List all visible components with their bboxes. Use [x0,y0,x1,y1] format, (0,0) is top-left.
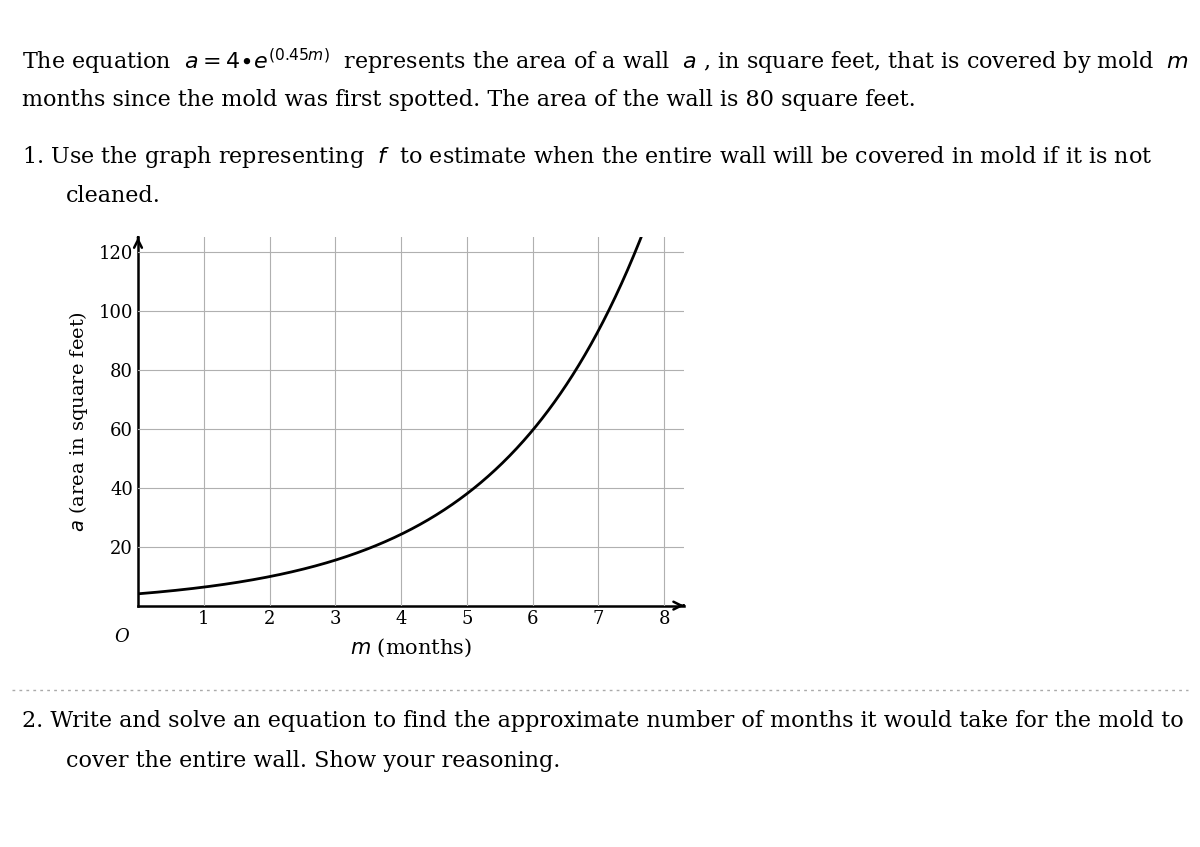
Text: O: O [114,628,128,645]
Text: months since the mold was first spotted. The area of the wall is 80 square feet.: months since the mold was first spotted.… [22,89,916,111]
Y-axis label: $a$ (area in square feet): $a$ (area in square feet) [67,311,90,532]
Text: The equation  $a = 4{\bullet}e^{(0.45m)}$  represents the area of a wall  $a$ , : The equation $a = 4{\bullet}e^{(0.45m)}$… [22,47,1188,77]
Text: cleaned.: cleaned. [66,185,161,207]
Text: cover the entire wall. Show your reasoning.: cover the entire wall. Show your reasoni… [66,750,560,772]
Text: 2. Write and solve an equation to find the approximate number of months it would: 2. Write and solve an equation to find t… [22,710,1183,732]
Text: 1. Use the graph representing  $f$  to estimate when the entire wall will be cov: 1. Use the graph representing $f$ to est… [22,144,1152,170]
X-axis label: $m$ (months): $m$ (months) [350,637,472,659]
